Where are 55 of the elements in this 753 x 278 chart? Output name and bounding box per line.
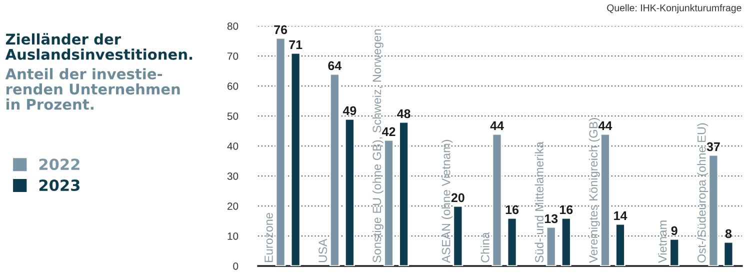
x-tick-label: China <box>480 232 490 262</box>
text: Zielländer der Auslandsinvestitionen. <box>5 33 192 60</box>
y-tick-label: 70 <box>228 52 238 60</box>
data-label: 76 <box>274 25 288 34</box>
x-tick-label: Süd- und Mittelamerika <box>534 142 544 262</box>
y-tick-label: 30 <box>227 172 238 180</box>
data-label: 20 <box>451 193 464 202</box>
data-label: 16 <box>506 205 519 214</box>
data-label: 16 <box>560 205 573 214</box>
bar <box>275 37 286 266</box>
data-label: 9 <box>671 226 678 236</box>
bar <box>384 139 394 266</box>
legend-label: 2022 <box>39 158 80 170</box>
data-label: 48 <box>397 109 410 118</box>
data-label: 13 <box>544 214 558 224</box>
legend-label: 2023 <box>39 179 80 192</box>
bar <box>708 154 719 266</box>
data-label: 49 <box>342 106 356 116</box>
data-label: 64 <box>328 61 342 70</box>
bar <box>506 217 518 266</box>
bar <box>452 205 464 266</box>
bar <box>546 226 556 266</box>
source-note: Quelle: IHK-Konjunkturumfrage <box>607 4 742 14</box>
x-tick-label: Sonstige EU (ohne GB), Schweiz, Norwegen <box>372 30 384 262</box>
y-tick-label: 40 <box>227 142 238 150</box>
y-tick-label: 0 <box>233 262 238 270</box>
data-label: 37 <box>706 142 720 152</box>
y-tick-label: 50 <box>227 112 238 120</box>
bar <box>723 241 734 266</box>
bar <box>344 118 355 266</box>
data-label: 14 <box>614 211 628 220</box>
bar <box>492 133 502 266</box>
x-tick-label: Ost-/Südeuropa (ohne EU) <box>697 123 708 262</box>
text: Anteil der investie- renden Unternehmen in Prozent. <box>5 68 180 110</box>
bar <box>615 223 626 266</box>
bar <box>560 217 572 266</box>
y-tick-label: 60 <box>228 82 238 90</box>
x-tick-label: Eurozone <box>264 212 273 262</box>
data-label: 71 <box>289 40 302 50</box>
x-tick-label: Vereinigtes Königreich (GB) <box>588 118 600 263</box>
bar <box>669 238 680 266</box>
bar <box>398 121 410 266</box>
data-label: 44 <box>490 121 504 130</box>
y-tick-label: 20 <box>227 202 238 210</box>
bar <box>290 52 301 266</box>
x-tick-label: ASEAN (ohne Vietnam) <box>442 140 453 263</box>
y-tick-label: 80 <box>227 22 238 30</box>
data-label: 44 <box>598 121 612 130</box>
x-tick-label: USA <box>318 238 328 262</box>
bar <box>329 73 340 266</box>
data-label: 42 <box>382 127 396 136</box>
y-tick-label: 10 <box>228 232 238 240</box>
x-tick-label: Vietnam <box>658 220 667 263</box>
data-label: 8 <box>725 229 732 238</box>
bar <box>600 133 610 266</box>
